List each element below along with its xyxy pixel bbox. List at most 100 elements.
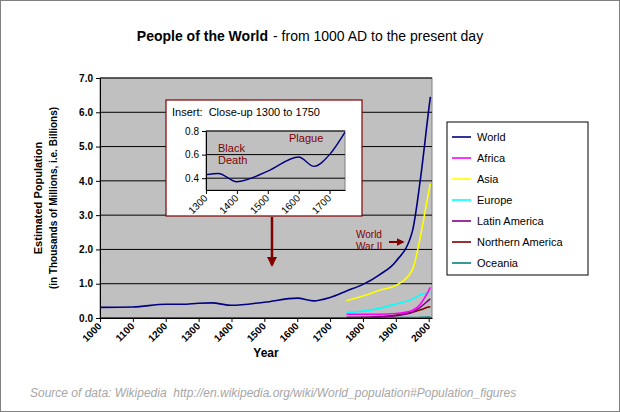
x-tick: 1000 bbox=[80, 318, 104, 344]
x-tick-mark bbox=[264, 318, 265, 322]
y-tick: 0.4 bbox=[185, 173, 206, 184]
inset-title: Insert: Close-up 1300 to 1750 bbox=[172, 106, 320, 118]
inset-annotation-line: Plague bbox=[289, 132, 323, 144]
y-tick-label: 0.4 bbox=[185, 173, 199, 184]
legend-label: World bbox=[477, 131, 506, 143]
legend-label: Latin America bbox=[477, 215, 545, 227]
grid-line bbox=[100, 283, 432, 284]
x-tick: 1100 bbox=[113, 318, 136, 344]
x-tick-mark bbox=[237, 190, 238, 194]
y-tick-mark bbox=[96, 249, 100, 250]
series-line bbox=[100, 97, 430, 308]
x-tick-mark bbox=[297, 318, 298, 322]
series-group bbox=[206, 132, 345, 182]
x-tick: 1400 bbox=[212, 318, 236, 344]
x-tick-label: 1700 bbox=[310, 192, 334, 216]
y-tick: 0.6 bbox=[185, 149, 206, 160]
x-tick-label: 1100 bbox=[113, 320, 136, 343]
legend-box bbox=[447, 122, 588, 275]
y-axis-line bbox=[206, 132, 207, 191]
y-tick-label: 7.0 bbox=[79, 73, 93, 84]
y-tick-mark bbox=[202, 131, 206, 132]
inset-arrow bbox=[271, 217, 274, 265]
x-tick-label: 1600 bbox=[277, 320, 301, 344]
y-tick-mark bbox=[96, 215, 100, 216]
y-tick: 1.0 bbox=[79, 278, 100, 289]
x-tick-label: 1700 bbox=[310, 320, 334, 344]
series-line bbox=[206, 132, 345, 182]
x-tick: 1700 bbox=[310, 190, 334, 216]
annotation-line: War II bbox=[356, 241, 382, 252]
y-tick: 2.0 bbox=[79, 244, 100, 255]
x-tick-label: 1000 bbox=[80, 320, 104, 344]
x-axis: 1300 1400 1500 1600 1700 bbox=[186, 190, 345, 216]
subtitle: - from 1000 AD to the present day bbox=[273, 28, 483, 44]
y-tick-mark bbox=[96, 147, 100, 148]
y-tick: 0.8 bbox=[185, 126, 206, 137]
title-main: People of the World bbox=[137, 28, 268, 44]
grid bbox=[206, 131, 345, 178]
x-tick: 1600 bbox=[279, 190, 303, 216]
x-tick-label: 1500 bbox=[248, 192, 272, 216]
x-tick-mark bbox=[330, 318, 331, 322]
y-tick-mark bbox=[96, 78, 100, 79]
x-tick-label: 1800 bbox=[343, 320, 367, 344]
y-tick-label: 2.0 bbox=[79, 244, 93, 255]
y-tick: 4.0 bbox=[79, 176, 100, 187]
inset-annotation: Plague bbox=[289, 132, 323, 144]
x-tick-label: 2000 bbox=[409, 320, 433, 344]
title: People of the World - from 1000 AD to the… bbox=[137, 28, 483, 44]
x-tick-label: 1300 bbox=[186, 192, 210, 216]
x-tick: 1300 bbox=[179, 318, 203, 344]
y-axis: 0.01.02.03.04.05.06.07.0 bbox=[79, 73, 100, 324]
grid bbox=[100, 78, 432, 318]
x-tick: 1500 bbox=[245, 318, 269, 344]
y-tick-mark bbox=[96, 181, 100, 182]
y-axis: 0.4 0.6 0.8 bbox=[185, 126, 206, 191]
legend-label: Oceania bbox=[477, 257, 519, 269]
y-tick-mark bbox=[96, 112, 100, 113]
x-tick-mark bbox=[429, 318, 430, 322]
plot-area bbox=[100, 78, 432, 318]
x-tick-mark bbox=[363, 318, 364, 322]
x-tick-mark bbox=[100, 318, 101, 322]
legend-swatch bbox=[452, 262, 471, 264]
y-tick-label: 0.0 bbox=[79, 313, 93, 324]
x-tick: 2000 bbox=[409, 318, 433, 344]
series-line bbox=[347, 287, 431, 314]
y-tick: 7.0 bbox=[79, 73, 100, 84]
y-tick-mark bbox=[202, 155, 206, 156]
y-tick-label: 0.6 bbox=[185, 149, 199, 160]
legend-swatch bbox=[452, 199, 471, 201]
inset-box bbox=[166, 100, 362, 216]
x-tick-mark bbox=[199, 318, 200, 322]
y-tick-mark bbox=[202, 178, 206, 179]
x-tick-label: 1400 bbox=[212, 320, 236, 344]
legend-swatch bbox=[452, 136, 471, 138]
page-frame bbox=[1, 1, 620, 412]
y-tick-mark bbox=[96, 284, 100, 285]
y-tick-label: 1.0 bbox=[79, 278, 93, 289]
grid-line bbox=[100, 318, 432, 319]
x-tick-mark bbox=[206, 190, 207, 194]
legend-label: Europe bbox=[477, 194, 512, 206]
y-tick-label: 3.0 bbox=[79, 210, 93, 221]
legend-swatch bbox=[452, 157, 471, 159]
legend-swatch bbox=[452, 241, 471, 243]
x-axis-line bbox=[101, 318, 433, 319]
y-tick: 6.0 bbox=[79, 107, 100, 118]
y-tick-label: 4.0 bbox=[79, 176, 93, 187]
x-tick-label: 1900 bbox=[376, 320, 400, 344]
legend-label: Northern America bbox=[477, 236, 563, 248]
x-tick-label: 1400 bbox=[217, 192, 241, 216]
y-axis-line bbox=[100, 79, 101, 319]
x-tick-label: 1600 bbox=[279, 192, 303, 216]
series-group bbox=[100, 97, 430, 318]
grid-line bbox=[206, 131, 345, 132]
legend-swatch bbox=[452, 220, 471, 222]
x-tick-mark bbox=[330, 190, 331, 194]
x-tick-mark bbox=[396, 318, 397, 322]
series-line bbox=[347, 293, 431, 313]
x-axis-title: Year bbox=[253, 346, 279, 360]
annotation: WorldWar II bbox=[356, 229, 382, 252]
